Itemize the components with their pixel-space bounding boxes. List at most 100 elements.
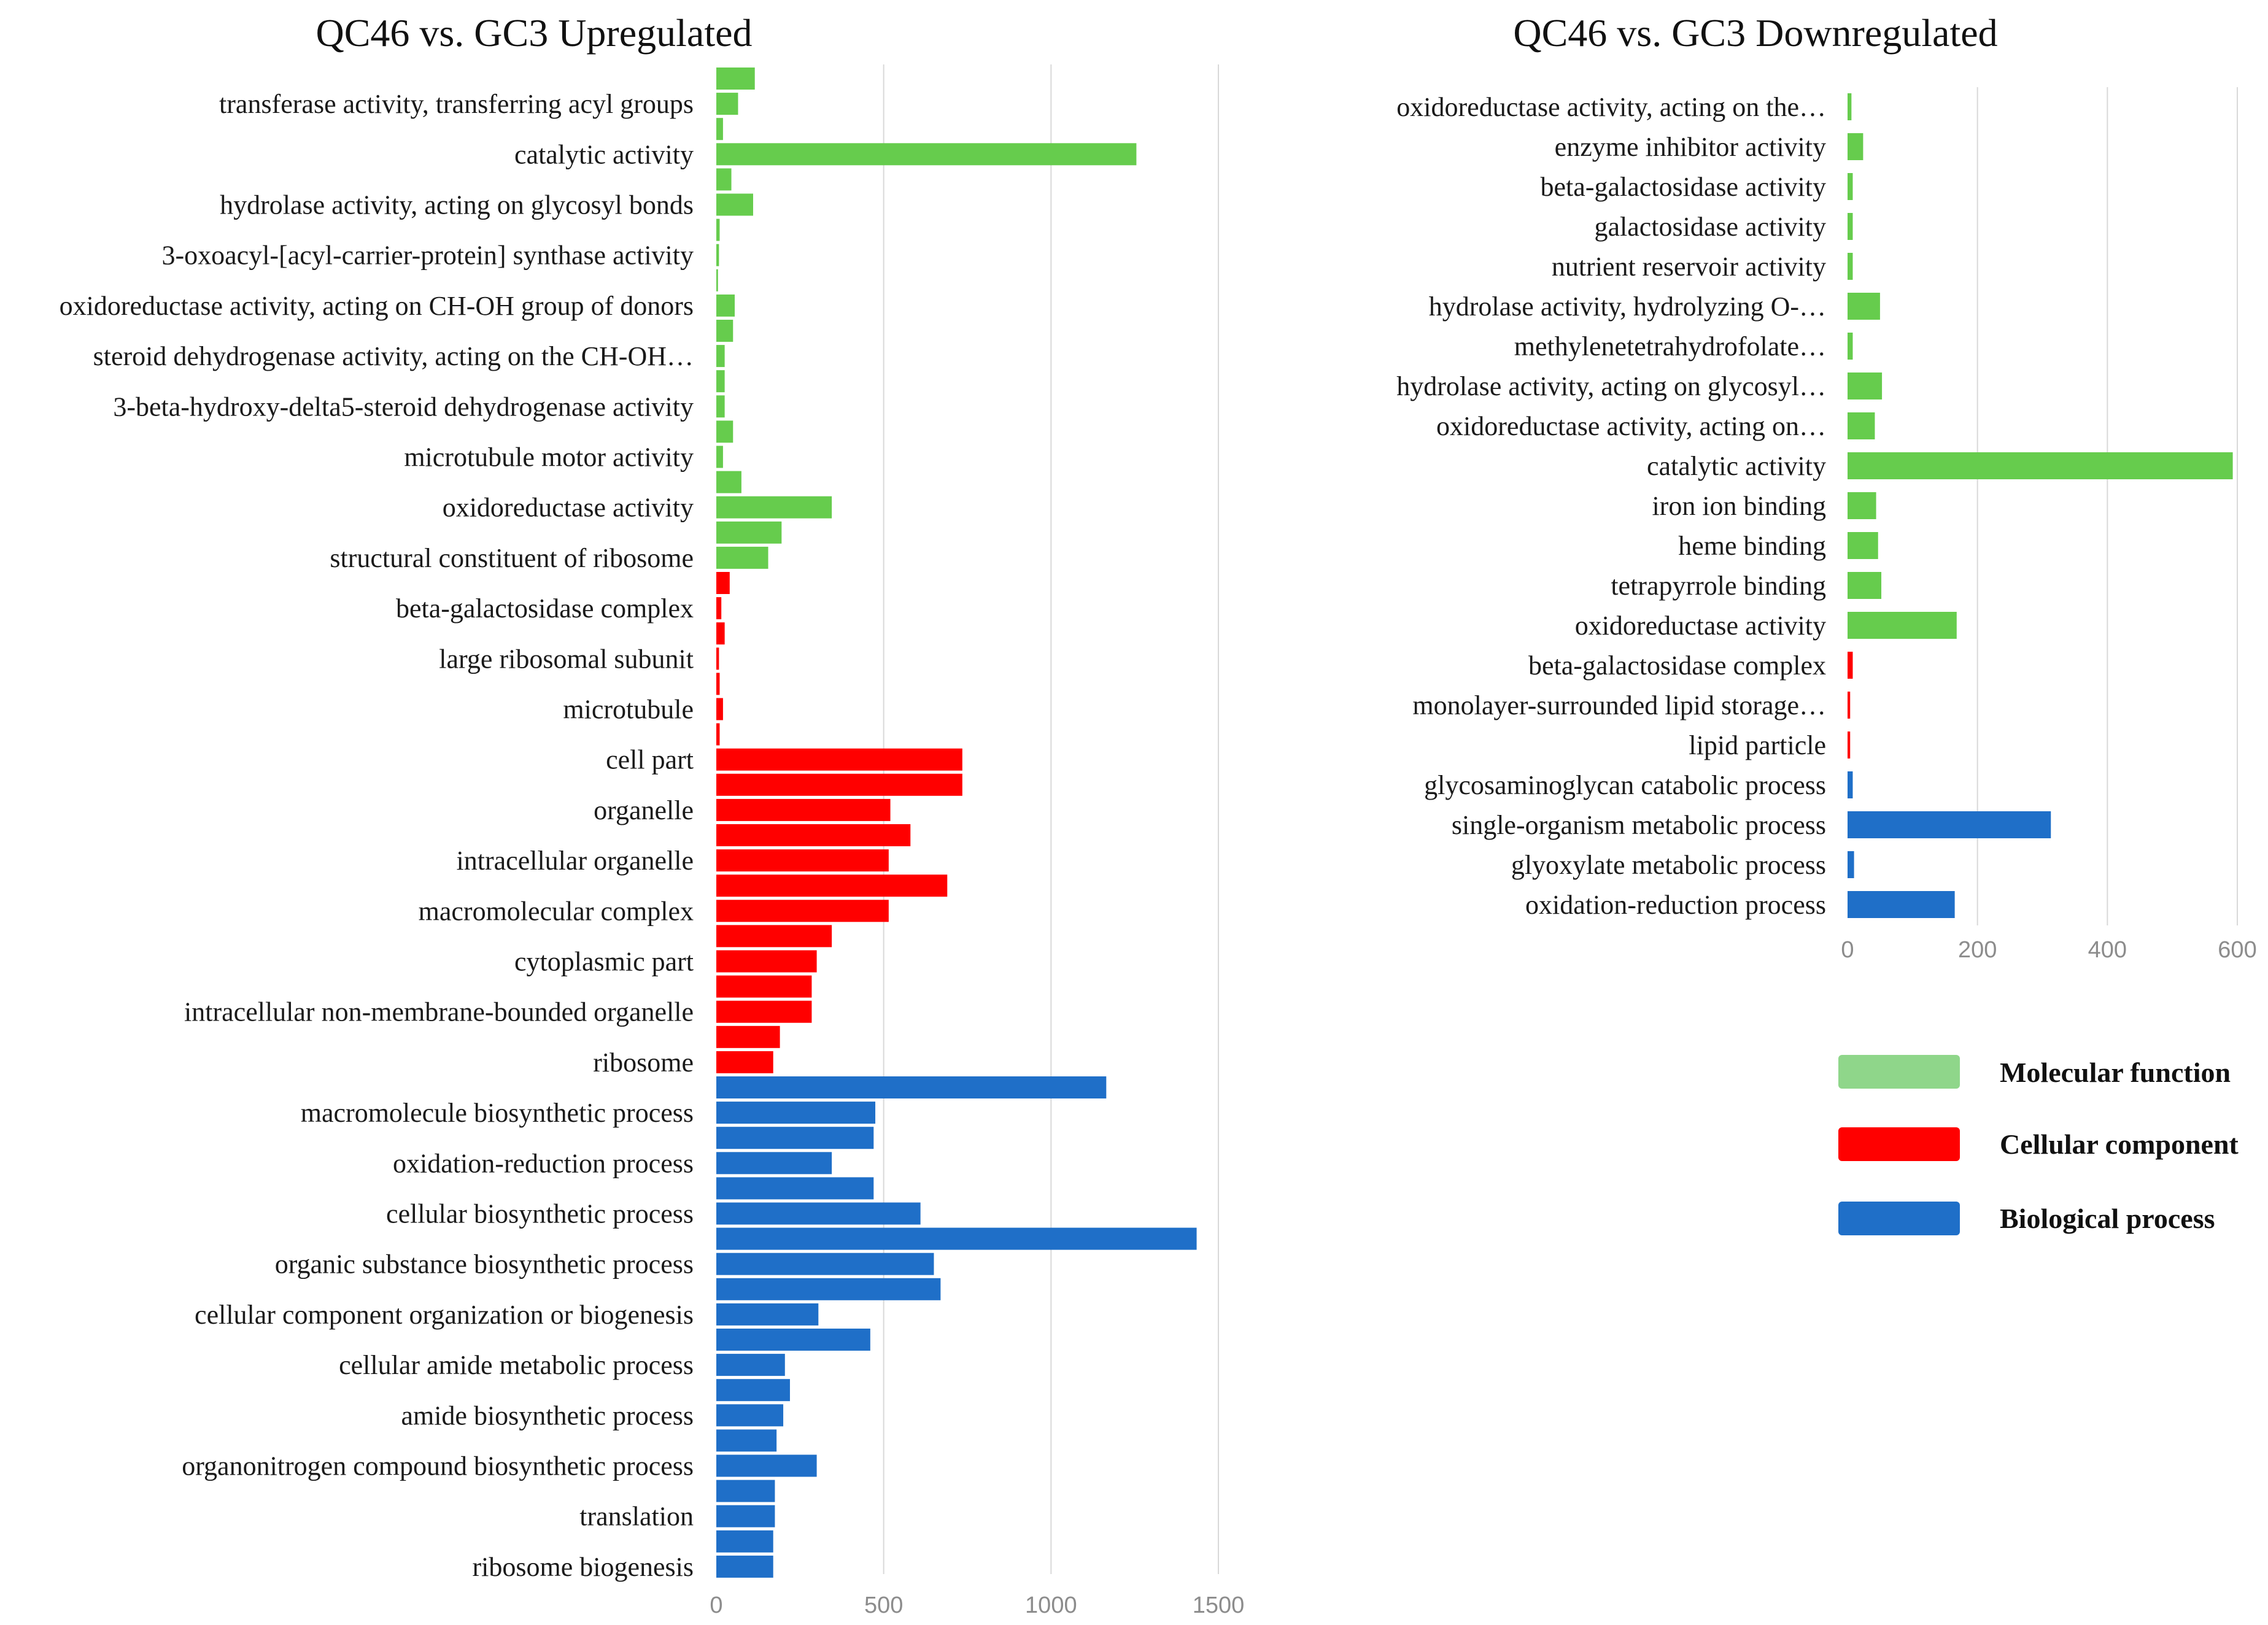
downregulated-category-label: beta-galactosidase activity <box>1541 172 1826 202</box>
upregulated-bar <box>716 1000 812 1023</box>
upregulated-bar <box>716 900 889 922</box>
upregulated-bar <box>716 320 733 342</box>
legend: Molecular function Cellular component Bi… <box>1838 1055 2239 1235</box>
upregulated-bar <box>716 824 911 846</box>
downregulated-bar <box>1848 692 1851 719</box>
upregulated-category-label: oxidation-reduction process <box>393 1148 694 1178</box>
downregulated-category-labels: oxidoreductase activity, acting on the… e… <box>1396 92 1826 920</box>
upregulated-bar <box>716 975 812 998</box>
upregulated-category-label: oxidoreductase activity, acting on CH-OH… <box>60 291 694 321</box>
downregulated-category-label: glyoxylate metabolic process <box>1511 850 1826 880</box>
upregulated-bar <box>716 1505 775 1527</box>
upregulated-bar <box>716 395 725 418</box>
upregulated-bar <box>716 1404 784 1427</box>
upregulated-x-tick-label: 500 <box>864 1592 903 1618</box>
upregulated-bar <box>716 193 753 216</box>
upregulated-bar <box>716 244 719 266</box>
upregulated-category-label: structural constituent of ribosome <box>330 543 694 573</box>
downregulated-category-label: methylenetetrahydrofolate… <box>1514 331 1826 361</box>
upregulated-bar <box>716 1303 819 1326</box>
upregulated-x-tick-label: 1500 <box>1193 1592 1245 1618</box>
upregulated-bar <box>716 521 782 544</box>
upregulated-bar <box>716 1429 777 1452</box>
upregulated-category-label: cellular component organization or bioge… <box>195 1300 694 1330</box>
upregulated-category-label: translation <box>579 1502 694 1532</box>
downregulated-gridlines <box>1976 87 2238 925</box>
upregulated-category-label: hydrolase activity, acting on glycosyl b… <box>220 190 694 220</box>
upregulated-bar <box>716 269 718 291</box>
legend-item-cellular-component: Cellular component <box>1838 1127 2239 1161</box>
upregulated-x-tick-label: 1000 <box>1025 1592 1077 1618</box>
downregulated-category-label: oxidation-reduction process <box>1525 890 1826 920</box>
downregulated-bar <box>1848 652 1853 679</box>
upregulated-bar <box>716 68 755 90</box>
downregulated-x-tick-label: 0 <box>1841 937 1854 963</box>
upregulated-bar <box>716 1227 1197 1250</box>
upregulated-bar <box>716 546 768 569</box>
upregulated-bar <box>716 294 735 317</box>
upregulated-category-label: cellular amide metabolic process <box>339 1350 694 1380</box>
upregulated-bar <box>716 118 723 141</box>
legend-label-molecular-function: Molecular function <box>2000 1057 2231 1088</box>
upregulated-bar <box>716 572 730 594</box>
downregulated-category-label: hydrolase activity, acting on glycosyl… <box>1396 371 1826 401</box>
upregulated-bar <box>716 925 832 948</box>
downregulated-category-label: tetrapyrrole binding <box>1611 571 1826 601</box>
upregulated-bar <box>716 93 738 115</box>
legend-item-biological-process: Biological process <box>1838 1202 2215 1235</box>
upregulated-category-label: amide biosynthetic process <box>401 1400 694 1430</box>
legend-label-cellular-component: Cellular component <box>2000 1129 2239 1160</box>
upregulated-category-label: macromolecular complex <box>419 896 694 926</box>
downregulated-bar <box>1848 771 1853 798</box>
upregulated-category-label: cell part <box>606 745 694 775</box>
upregulated-bar <box>716 1127 874 1149</box>
downregulated-x-ticks: 0 200 400 600 <box>1841 937 2256 963</box>
upregulated-category-label: transferase activity, transferring acyl … <box>219 89 694 119</box>
downregulated-bar <box>1848 253 1853 280</box>
downregulated-category-label: nutrient reservoir activity <box>1552 252 1826 282</box>
legend-swatch-biological-process <box>1838 1202 1960 1235</box>
downregulated-chart: QC46 vs. GC3 Downregulated oxidoreductas… <box>1396 11 2256 963</box>
upregulated-category-labels: transferase activity, transferring acyl … <box>60 89 694 1582</box>
downregulated-bar <box>1848 133 1864 160</box>
upregulated-category-label: ribosome biogenesis <box>472 1552 694 1582</box>
upregulated-bar <box>716 723 720 746</box>
downregulated-bar <box>1848 811 2051 838</box>
downregulated-category-label: oxidoreductase activity <box>1575 611 1826 641</box>
upregulated-bar <box>716 950 817 973</box>
legend-swatch-cellular-component <box>1838 1127 1960 1161</box>
upregulated-bars <box>716 68 1197 1578</box>
upregulated-bar <box>716 1454 817 1477</box>
downregulated-x-tick-label: 400 <box>2088 937 2127 963</box>
upregulated-bar <box>716 673 720 695</box>
downregulated-category-label: hydrolase activity, hydrolyzing O-… <box>1429 291 1826 322</box>
downregulated-category-label: oxidoreductase activity, acting on the… <box>1396 92 1826 122</box>
downregulated-bar <box>1848 173 1853 200</box>
downregulated-bars <box>1848 93 2233 918</box>
upregulated-category-label: macromolecule biosynthetic process <box>301 1098 694 1128</box>
upregulated-gridlines <box>883 64 1219 1574</box>
upregulated-category-label: organonitrogen compound biosynthetic pro… <box>182 1451 694 1481</box>
downregulated-bar <box>1848 293 1880 320</box>
upregulated-bar <box>716 446 723 468</box>
upregulated-bar <box>716 1480 775 1502</box>
upregulated-category-label: beta-galactosidase complex <box>396 593 694 623</box>
upregulated-category-label: intracellular non-membrane-bounded organ… <box>184 997 694 1027</box>
upregulated-category-label: organelle <box>594 795 694 825</box>
downregulated-category-label: heme binding <box>1678 531 1826 561</box>
upregulated-bar <box>716 874 948 897</box>
upregulated-category-label: ribosome <box>593 1048 694 1078</box>
downregulated-bar <box>1848 851 1854 878</box>
downregulated-category-label: beta-galactosidase complex <box>1528 650 1826 681</box>
downregulated-category-label: iron ion binding <box>1652 491 1826 521</box>
upregulated-category-label: organic substance biosynthetic process <box>275 1249 694 1280</box>
upregulated-category-label: cytoplasmic part <box>514 947 694 977</box>
upregulated-bar <box>716 798 891 821</box>
upregulated-bar <box>716 1354 785 1376</box>
downregulated-bar <box>1848 731 1851 758</box>
upregulated-bar <box>716 1379 790 1402</box>
upregulated-bar <box>716 1076 1107 1098</box>
upregulated-chart: QC46 vs. GC3 Upregulated transferase act… <box>60 11 1245 1618</box>
upregulated-bar <box>716 698 723 720</box>
